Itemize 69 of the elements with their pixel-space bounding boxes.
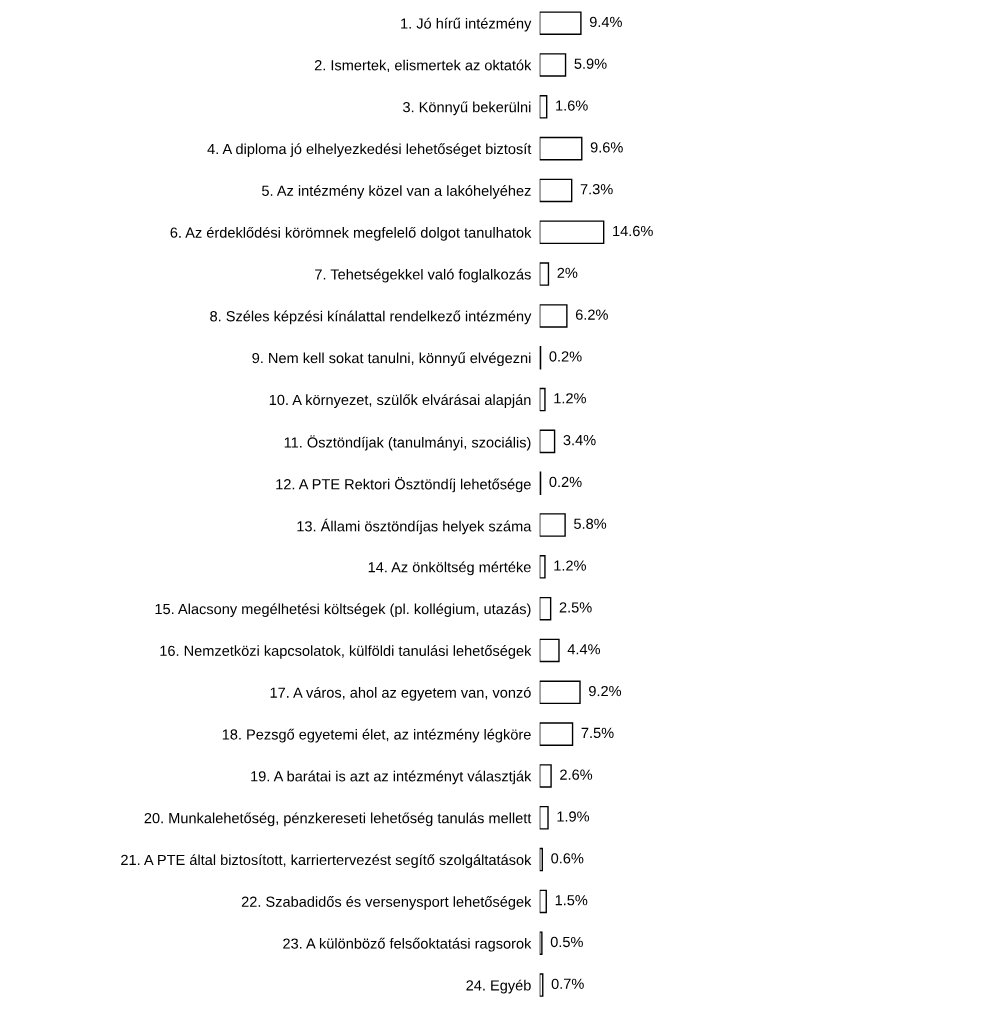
data-label: 1.2% <box>554 560 586 571</box>
data-label: 9.6% <box>590 142 623 153</box>
y-tick-label: 23. A különböző felsőoktatási ragsorok <box>283 937 532 952</box>
data-label: 2.6% <box>560 769 593 780</box>
bar <box>539 722 574 746</box>
bar <box>539 638 560 663</box>
data-label: 5.9% <box>574 58 607 69</box>
bar <box>539 555 546 579</box>
y-tick-label: 14. Az önköltség mértéke <box>368 561 531 576</box>
y-tick-label: 3. Könnyű bekerülni <box>403 101 531 116</box>
y-tick-label: 19. A barátai is azt az intézményt választják <box>251 770 532 785</box>
data-label: 9.4% <box>589 16 622 28</box>
bar <box>539 931 543 956</box>
y-tick-label: 22. Szabadidős és versenysport lehetőségek <box>241 896 532 910</box>
y-tick-label: 21. A PTE által biztosított, karriertervezést segítő szolgáltatások <box>121 854 532 868</box>
bar <box>539 596 552 621</box>
data-label: 1.5% <box>555 895 588 906</box>
y-tick-label: 24. Egyéb <box>466 979 531 994</box>
bar <box>539 387 546 412</box>
y-tick-label: 7. Tehetségekkel való foglalkozás <box>315 268 531 283</box>
data-label: 5.8% <box>574 518 607 529</box>
bar <box>539 805 549 830</box>
data-label: 1.6% <box>556 100 588 111</box>
bar <box>539 429 556 454</box>
y-tick-label: 10. A környezet, szülők elvárásai alapján <box>269 394 531 408</box>
data-label: 2% <box>557 267 578 278</box>
y-tick-label: 20. Munkalehetőség, pénzkereseti lehetőség tanulás mellett <box>144 812 532 827</box>
data-label: 3.4% <box>563 434 596 446</box>
y-tick-label: 2. Ismertek, elismertek az oktatók <box>314 59 532 73</box>
bar <box>539 304 568 328</box>
data-label: 0.7% <box>551 978 584 989</box>
bar <box>539 680 581 705</box>
y-tick-label: 1. Jó hírű intézmény <box>401 17 532 32</box>
data-label: 0.2% <box>549 476 582 488</box>
y-tick-label: 18. Pezsgő egyetemi élet, az intézmény légköre <box>222 728 531 743</box>
data-label: 0.2% <box>549 351 582 362</box>
bar <box>539 513 566 537</box>
data-label: 1.2% <box>554 393 586 404</box>
y-tick-label: 4. A diploma jó elhelyezkedési lehetőséget biztosít <box>207 143 532 158</box>
y-tick-label: 9. Nem kell sokat tanulni, könnyű elvégezni <box>252 352 531 367</box>
bar <box>539 178 573 203</box>
y-tick-label: 15. Alacsony megélhetési költségek (pl. kollégium, utazás) <box>155 603 531 618</box>
bar <box>539 53 567 77</box>
bar <box>539 136 583 161</box>
bar <box>539 764 552 788</box>
data-label: 14.6% <box>613 225 653 237</box>
bar <box>539 95 548 119</box>
bar <box>539 889 547 914</box>
y-tick-label: 5. Az intézmény közel van a lakóhelyéhez <box>262 185 531 199</box>
data-label: 0.5% <box>550 936 583 948</box>
bar <box>539 220 605 245</box>
y-tick-label: 13. Állami ösztöndíjas helyek száma <box>297 518 532 535</box>
data-label: 9.2% <box>589 685 622 697</box>
data-label: 7.3% <box>580 184 613 195</box>
data-label: 4.4% <box>567 644 601 655</box>
y-tick-label: 17. A város, ahol az egyetem van, vonzó <box>270 686 531 701</box>
data-label: 2.5% <box>559 602 592 613</box>
y-tick-label: 6. Az érdeklődési körömnek megfelelő dolgot tanulhatok <box>170 226 532 241</box>
data-label: 0.6% <box>551 853 584 864</box>
y-tick-label: 12. A PTE Rektori Ösztöndíj lehetősége <box>276 477 531 493</box>
data-label: 7.5% <box>581 727 614 739</box>
y-tick-label: 8. Széles képzési kínálattal rendelkező intézmény <box>210 310 532 325</box>
bar <box>539 11 582 35</box>
data-label: 6.2% <box>575 309 608 320</box>
y-tick-label: 16. Nemzetközi kapcsolatok, külföldi tanulási lehetőségek <box>160 645 532 659</box>
bar <box>539 262 550 286</box>
bar <box>539 847 544 872</box>
y-tick-label: 11. Ösztöndíjak (tanulmányi, szociális) <box>284 435 531 451</box>
data-label: 1.9% <box>557 811 590 822</box>
